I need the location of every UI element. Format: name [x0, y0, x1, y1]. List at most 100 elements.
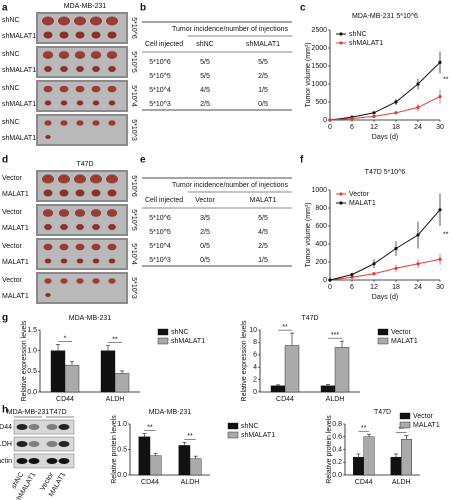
blot-band: [58, 441, 70, 447]
panel-letter: a: [2, 3, 8, 14]
x-tick-label: CD44: [141, 479, 159, 486]
annotation: **: [147, 425, 153, 432]
tumor: [74, 209, 86, 217]
tumor: [91, 243, 101, 251]
legend-swatch: [227, 431, 239, 439]
tumor: [43, 31, 53, 39]
table-cell: 1/5: [258, 257, 268, 264]
tumor: [76, 278, 84, 284]
group-label: MALAT1: [2, 259, 29, 266]
table-cell: 5*10^3: [149, 257, 171, 264]
bar: [178, 445, 191, 476]
bar: [50, 350, 66, 393]
tumor: [43, 85, 53, 93]
tumor: [107, 31, 117, 39]
legend-label: shNC: [241, 423, 259, 430]
tumor: [75, 85, 85, 93]
table-cell: 0/5: [200, 243, 210, 250]
x-tick-label: 0: [328, 284, 332, 291]
blot-band: [46, 458, 58, 464]
table-cell: 0/5: [200, 257, 210, 264]
annotation: *: [64, 335, 67, 342]
tumor: [44, 258, 52, 264]
tumor: [76, 66, 84, 72]
blot-band: [28, 458, 40, 464]
tumor: [106, 16, 118, 26]
y-tick-label: 0.4: [332, 446, 342, 453]
y-tick-label: 1000: [311, 81, 327, 88]
legend-label: MALAT1: [413, 422, 440, 429]
panel-letter: c: [300, 3, 306, 14]
tumor: [107, 243, 117, 251]
tumor: [91, 31, 101, 39]
series-line: [329, 258, 441, 281]
tumor: [108, 258, 116, 264]
x-tick-label: ALDH: [181, 479, 200, 486]
tumor: [58, 51, 70, 59]
y-tick-label: 1.0: [117, 421, 127, 428]
x-axis-label: Days (d): [372, 134, 398, 141]
protein-label: β-actin: [0, 458, 12, 465]
bar: [270, 385, 286, 393]
x-tick-label: 6: [350, 124, 354, 131]
tumor: [92, 120, 100, 126]
tumor: [92, 100, 100, 106]
cell-label: MDA-MB-231: [7, 409, 50, 416]
dose-label: 5*10^5: [130, 51, 137, 73]
y-tick-label: 0.6: [332, 434, 342, 441]
bar: [138, 436, 151, 476]
group-label: MALAT1: [2, 191, 29, 198]
y-tick-label: 0.5: [27, 368, 37, 375]
tumor: [91, 85, 101, 93]
y-tick-label: 0: [323, 277, 327, 284]
tumor: [75, 189, 85, 197]
table-cell: 5/5: [200, 59, 210, 66]
tumor: [90, 51, 102, 59]
y-tick-label: 1500: [311, 63, 327, 70]
legend-label: shNC: [171, 329, 189, 336]
x-tick-label: 18: [392, 284, 400, 291]
tumor: [107, 189, 117, 197]
x-tick-label: 0: [328, 124, 332, 131]
tumor: [74, 174, 86, 184]
table-cell: 2/5: [200, 229, 210, 236]
y-tick-label: 1.5: [27, 327, 37, 334]
dose-label: 5*10^4: [130, 243, 137, 265]
bar: [149, 455, 162, 476]
panel-letter: h: [2, 405, 8, 416]
tumor: [58, 16, 70, 26]
x-tick-label: 30: [436, 124, 444, 131]
group-label: shNC: [2, 17, 20, 24]
tumor: [90, 174, 102, 184]
tumor: [60, 258, 68, 264]
tumor: [75, 243, 85, 251]
table-cell: 5*10^5: [149, 73, 171, 80]
photo-tray: [38, 274, 126, 302]
tumor: [106, 209, 118, 217]
y-tick-label: 0.2: [332, 459, 342, 466]
legend-swatch: [377, 337, 389, 345]
y-tick-label: 8: [253, 339, 257, 346]
blot-band: [46, 441, 58, 447]
table-cell: 5*10^3: [149, 101, 171, 108]
x-tick-label: 30: [436, 284, 444, 291]
tumor: [108, 100, 116, 106]
tumor: [75, 31, 85, 39]
y-tick-label: 500: [315, 99, 327, 106]
tumor: [92, 278, 100, 284]
blot-band: [46, 424, 58, 430]
tumor: [106, 174, 118, 184]
blot-band: [28, 424, 40, 430]
tumor: [92, 258, 100, 264]
bar: [284, 345, 300, 393]
point: [438, 257, 442, 261]
y-tick-label: 1000: [311, 187, 327, 194]
panel-letter: b: [140, 3, 146, 14]
point: [394, 266, 398, 270]
dose-label: 5*10^6: [130, 175, 137, 197]
y-axis-label: Relative protein levels: [111, 415, 118, 484]
tumor: [45, 293, 51, 297]
tumor: [58, 174, 70, 184]
y-tick-label: 1.0: [27, 348, 37, 355]
